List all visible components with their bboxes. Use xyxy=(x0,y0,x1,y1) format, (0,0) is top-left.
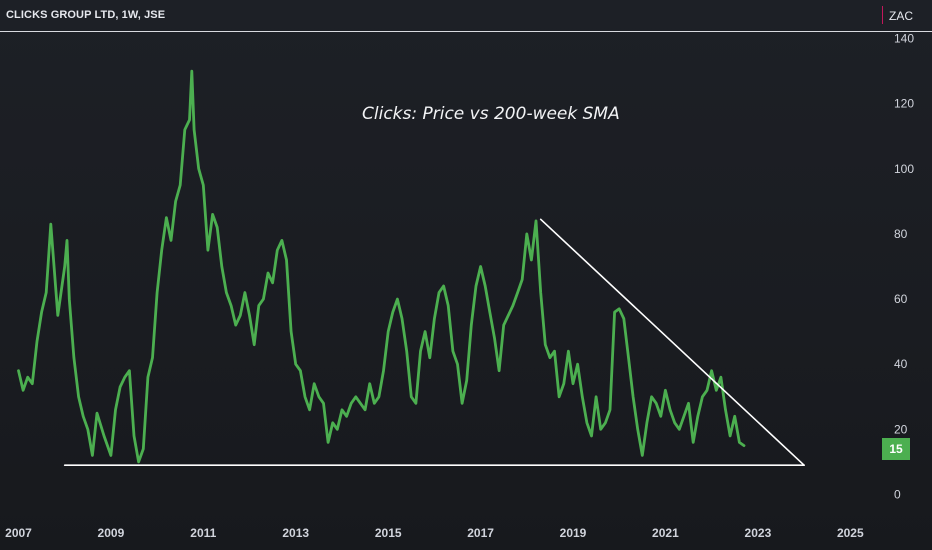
y-tick-label: 60 xyxy=(894,292,908,306)
series-layer xyxy=(17,69,805,467)
y-axis: 0 20 40 60 80 100 120 140 xyxy=(894,32,914,502)
symbol-header[interactable]: CLICKS GROUP LTD, 1W, JSE xyxy=(6,9,166,21)
x-tick-label: 2021 xyxy=(652,526,679,540)
y-tick-label: 100 xyxy=(894,162,914,176)
x-tick-label: 2009 xyxy=(98,526,125,540)
x-tick-label: 2007 xyxy=(5,526,32,540)
x-tick-label: 2017 xyxy=(467,526,494,540)
x-tick-label: 2019 xyxy=(560,526,587,540)
currency-label[interactable]: ZAC xyxy=(889,9,913,23)
y-tick-label: 0 xyxy=(894,488,901,502)
resistance-line xyxy=(539,218,805,467)
x-tick-label: 2011 xyxy=(190,526,216,540)
x-axis: 2007 2009 2011 2013 2015 2017 2019 2021 2023 2025 xyxy=(5,526,864,540)
header-divider xyxy=(0,31,932,32)
chart-title: Clicks: Price vs 200-week SMA xyxy=(362,104,620,124)
y-tick-label: 120 xyxy=(894,97,914,111)
y-tick-label: 140 xyxy=(894,32,914,46)
x-tick-label: 2023 xyxy=(745,526,772,540)
x-tick-label: 2015 xyxy=(375,526,402,540)
currency-marker xyxy=(882,6,883,24)
price-line xyxy=(17,69,746,464)
y-tick-label: 40 xyxy=(894,357,908,371)
y-tick-label: 80 xyxy=(894,227,908,241)
y-tick-label: 20 xyxy=(894,422,908,436)
last-price-badge: 15 xyxy=(882,438,910,460)
x-tick-label: 2025 xyxy=(837,526,864,540)
x-tick-label: 2013 xyxy=(282,526,309,540)
